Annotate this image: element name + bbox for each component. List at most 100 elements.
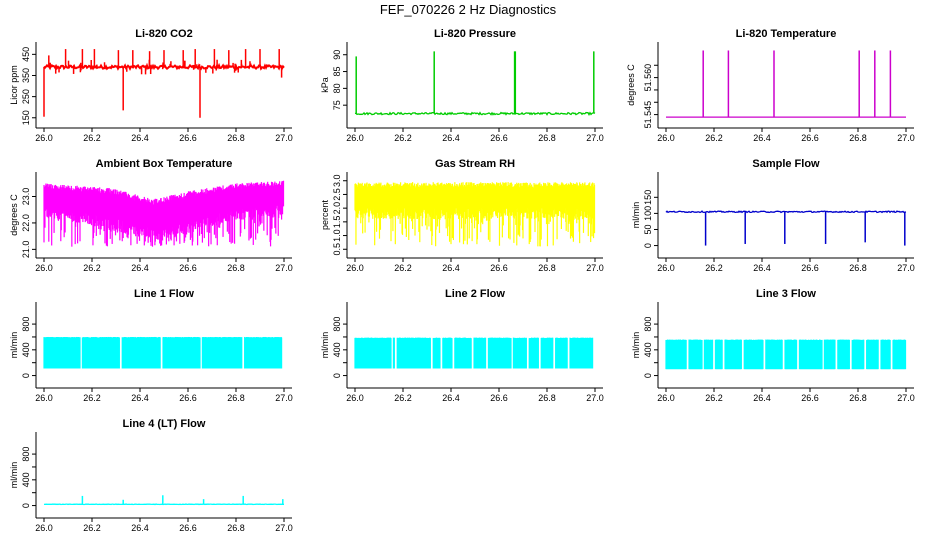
y-tick-label: 0 [21,373,31,378]
series-line2 [354,337,594,369]
x-tick-label: 26.0 [35,133,53,143]
x-tick-label: 26.6 [801,263,819,273]
panel-line3: Line 3 Flow 26.0 26.2 26.4 26.6 26.8 27.0 0 400 8… [631,288,915,403]
x-tick-label: 26.6 [490,263,508,273]
x-tick-label: 27.0 [897,133,915,143]
series-co2 [43,49,285,118]
x-tick-label: 27.0 [275,263,293,273]
y-tick-label: 2.0 [332,202,342,215]
x-tick-label: 26.6 [179,263,197,273]
x-tick-label: 26.2 [394,263,412,273]
y-tick-label: 75 [332,100,342,110]
x-tick-label: 27.0 [586,133,604,143]
y-tick-label: 51.560 [643,64,653,92]
panel-title: Gas Stream RH [435,158,515,170]
y-tick-label: 23.0 [21,188,31,206]
panel-sample: Sample Flow 26.0 26.2 26.4 26.6 26.8 27.0 0 50 10… [631,158,915,273]
series-temperature [666,50,906,118]
y-tick-label: 0 [643,243,653,248]
x-tick-label: 27.0 [275,523,293,533]
x-tick-label: 26.6 [490,393,508,403]
x-tick-label: 26.4 [442,133,460,143]
x-tick-label: 26.2 [705,133,723,143]
x-tick-label: 26.4 [753,133,771,143]
panel-line2: Line 2 Flow 26.0 26.2 26.4 26.6 26.8 27.0 0 400 8… [320,288,604,403]
x-tick-label: 26.4 [131,263,149,273]
x-tick-label: 26.0 [657,133,675,143]
series-line [354,111,596,116]
figure-title: FEF_070226 2 Hz Diagnostics [380,2,557,17]
x-tick-label: 26.4 [442,393,460,403]
series-line4 [43,495,285,506]
y-tick-label: 0.5 [332,243,342,256]
y-tick-label: 400 [21,472,31,487]
series-line [665,210,907,214]
panel-title: Line 3 Flow [756,288,816,300]
x-tick-label: 27.0 [275,393,293,403]
x-tick-label: 26.4 [131,393,149,403]
y-tick-label: 0 [643,373,653,378]
y-tick-label: 80 [332,83,342,93]
y-tick-label: 400 [332,342,342,357]
y-tick-label: 90 [332,50,342,60]
x-tick-label: 26.0 [35,523,53,533]
panel-pressure: Li-820 Pressure 26.0 26.2 26.4 26.6 26.8 27.0 7… [320,28,604,143]
y-tick-label: 150 [643,190,653,205]
y-tick-label: 0 [21,503,31,508]
x-tick-label: 26.0 [35,263,53,273]
x-tick-label: 26.8 [227,523,245,533]
x-tick-label: 26.8 [849,133,867,143]
series-ambient [43,180,285,247]
y-tick-label: 100 [643,206,653,221]
series-pressure [354,51,596,116]
x-tick-label: 26.8 [538,393,556,403]
x-tick-label: 26.6 [179,133,197,143]
y-axis-label: ml/min [631,202,641,229]
x-tick-label: 26.2 [83,523,101,533]
series-line3 [665,339,907,370]
x-tick-label: 26.6 [801,393,819,403]
panel-title: Line 4 (LT) Flow [123,418,206,430]
y-axis-label: kPa [320,77,330,93]
y-tick-label: 350 [21,68,31,83]
x-tick-label: 26.4 [131,133,149,143]
y-tick-label: 800 [643,317,653,332]
x-tick-label: 26.2 [705,393,723,403]
y-tick-label: 800 [21,447,31,462]
panel-title: Sample Flow [752,158,820,170]
y-axis-label: ml/min [9,332,19,359]
x-tick-label: 26.2 [394,133,412,143]
y-tick-label: 800 [21,317,31,332]
y-axis-label: Licor ppm [9,65,19,105]
x-tick-label: 26.0 [35,393,53,403]
panel-title: Line 2 Flow [445,288,505,300]
series-sample [665,210,907,246]
panel-rh: Gas Stream RH 26.0 26.2 26.4 26.6 26.8 27.0 0.5… [320,158,604,273]
x-tick-label: 27.0 [586,263,604,273]
x-tick-label: 26.8 [227,263,245,273]
y-tick-label: 85 [332,67,342,77]
y-tick-label: 400 [21,342,31,357]
y-tick-label: 2.5 [332,188,342,201]
y-axis-label: ml/min [320,332,330,359]
y-tick-label: 0 [332,373,342,378]
panel-line1: Line 1 Flow 26.0 26.2 26.4 26.6 26.8 27.0 0 400 8… [9,288,293,403]
x-tick-label: 27.0 [275,133,293,143]
y-tick-label: 250 [21,89,31,104]
y-tick-label: 800 [332,317,342,332]
x-tick-label: 26.8 [227,393,245,403]
x-tick-label: 26.4 [753,393,771,403]
x-tick-label: 26.2 [83,393,101,403]
x-tick-label: 26.8 [538,263,556,273]
x-tick-label: 26.2 [705,263,723,273]
x-tick-label: 26.0 [346,393,364,403]
x-tick-label: 26.6 [179,393,197,403]
x-tick-label: 26.8 [227,133,245,143]
x-tick-label: 27.0 [897,263,915,273]
panel-title: Li-820 CO2 [135,28,192,40]
panel-line4: Line 4 (LT) Flow 26.0 26.2 26.4 26.6 26.8 27.0… [9,418,293,533]
y-tick-label: 21.0 [21,241,31,259]
panel-temperature: Li-820 Temperature 26.0 26.2 26.4 26.6 26.8 27… [626,28,915,143]
x-tick-label: 27.0 [586,393,604,403]
x-tick-label: 26.8 [849,393,867,403]
